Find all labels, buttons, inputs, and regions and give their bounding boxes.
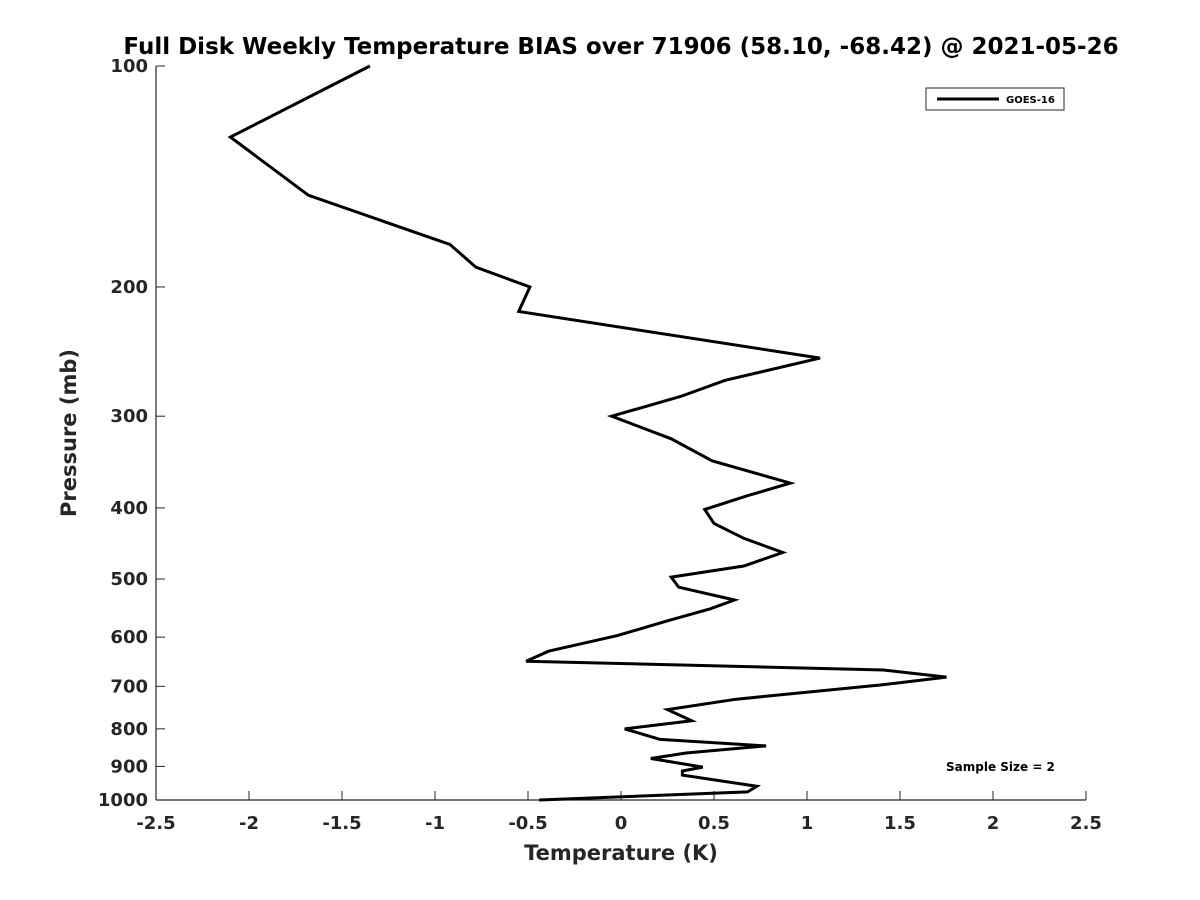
x-tick-label: 0	[615, 813, 628, 834]
y-tick-label: 800	[110, 719, 148, 740]
x-tick-label: -0.5	[508, 813, 547, 834]
x-tick-label: -2.5	[136, 813, 175, 834]
x-tick-label: -2	[239, 813, 259, 834]
y-tick-label: 600	[110, 627, 148, 648]
y-tick-label: 700	[110, 676, 148, 697]
x-tick-label: 0.5	[698, 813, 730, 834]
series-line-goes-16	[227, 64, 947, 802]
y-axis-label: Pressure (mb)	[57, 349, 81, 517]
plot-area: -2.5 -2 -1.5 -1 -0.5 0 0.5 1 1.5 2 2.5 100 200 300 40…	[98, 56, 1102, 834]
y-tick-label: 400	[110, 498, 148, 519]
y-tick-label: 1000	[98, 790, 148, 811]
y-tick-label: 300	[110, 406, 148, 427]
x-tick-label: -1	[425, 813, 445, 834]
x-tick-label: 2	[987, 813, 1000, 834]
chart-title: Full Disk Weekly Temperature BIAS over 7…	[123, 34, 1118, 60]
legend: GOES-16	[925, 87, 1065, 111]
x-tick-label: 2.5	[1070, 813, 1102, 834]
x-tick-label: 1.5	[884, 813, 916, 834]
y-ticks: 100 200 300 400 500 600 700 800 900 1000	[98, 56, 165, 811]
x-tick-label: -1.5	[322, 813, 361, 834]
sample-size-note: Sample Size = 2	[946, 760, 1055, 774]
x-axis-label: Temperature (K)	[524, 841, 718, 865]
x-ticks: -2.5 -2 -1.5 -1 -0.5 0 0.5 1 1.5 2 2.5	[136, 791, 1102, 834]
x-tick-label: 1	[801, 813, 814, 834]
series-layer	[227, 64, 947, 802]
y-tick-label: 100	[110, 56, 148, 77]
y-tick-label: 200	[110, 277, 148, 298]
y-tick-label: 900	[110, 756, 148, 777]
legend-entry-goes-16: GOES-16	[1006, 95, 1055, 106]
y-tick-label: 500	[110, 569, 148, 590]
